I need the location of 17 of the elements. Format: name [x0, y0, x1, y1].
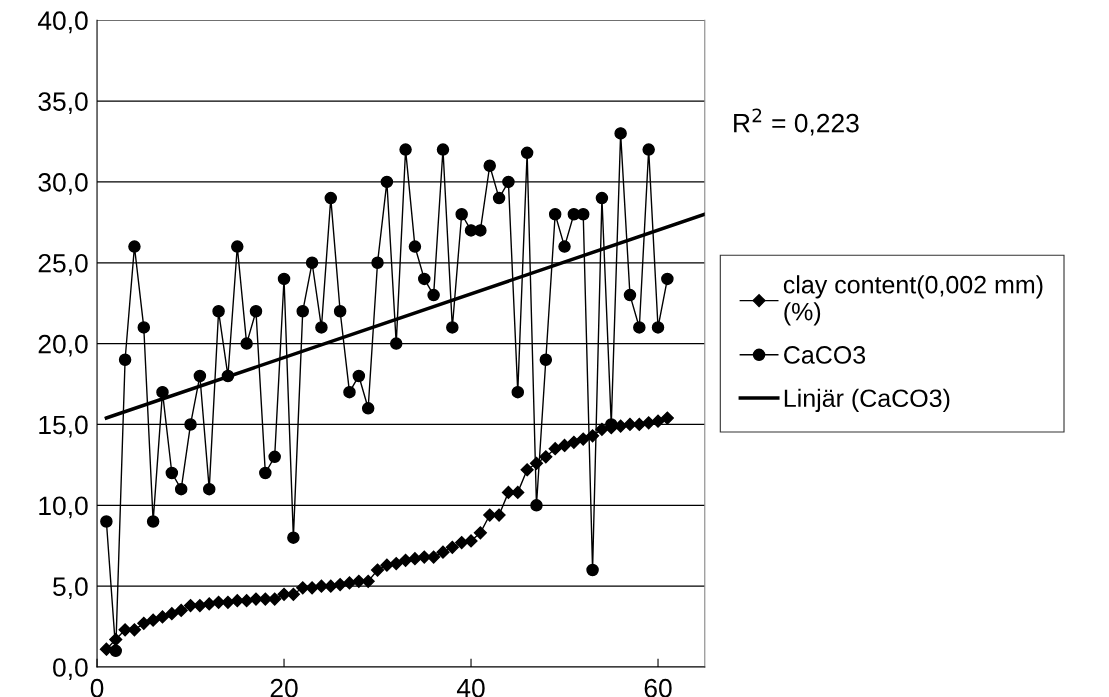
legend-label: CaCO3 — [784, 346, 866, 364]
legend-label: Linjär (CaCO3) — [784, 388, 950, 413]
text: R$^{2}$ = 0,223 — [734, 108, 859, 136]
x-tick-label: 0 — [90, 678, 104, 697]
x-tick-label: 40 — [456, 678, 485, 697]
legend-label: clay content(0,002 mm) (%) — [783, 275, 1043, 326]
y-tick-label: 25,0 — [38, 253, 88, 276]
y-tick-label: 30,0 — [38, 173, 88, 195]
x-tick-label: 20 — [270, 678, 298, 697]
y-tick-label: 35,0 — [38, 92, 88, 114]
x-tick-label: 60 — [644, 678, 672, 697]
y-tick-label: 15,0 — [39, 415, 88, 438]
y-tick-label: 5,0 — [53, 577, 88, 600]
y-tick-label: 40,0 — [37, 11, 88, 34]
y-tick-label: 0,0 — [53, 658, 88, 680]
y-tick-label: 20,0 — [38, 334, 88, 357]
y-tick-label: 10,0 — [39, 496, 88, 519]
